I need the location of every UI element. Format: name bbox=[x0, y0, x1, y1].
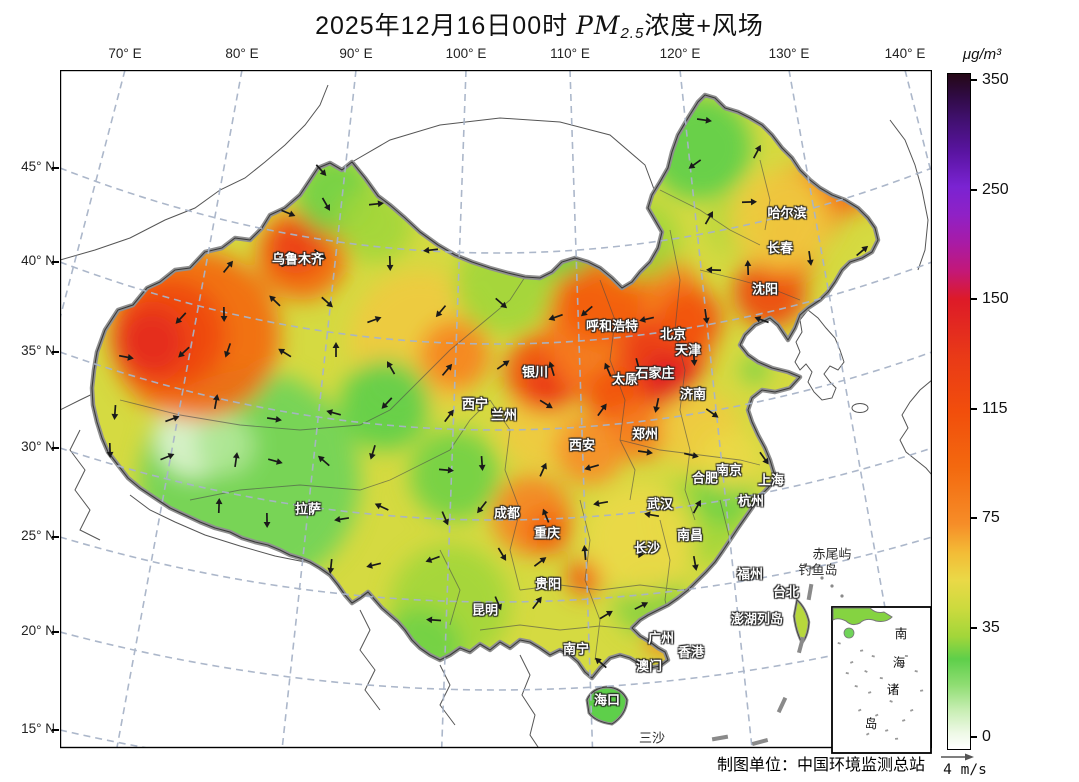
wind-legend-arrow-icon bbox=[941, 753, 974, 761]
lat-tick-label: 30° N bbox=[21, 439, 55, 454]
colorbar-tick-label: 35 bbox=[982, 618, 1000, 636]
lat-tick-label: 45° N bbox=[21, 159, 55, 174]
colorbar-tickmark bbox=[970, 407, 977, 410]
map-source-caption: 制图单位：中国环境监测总站 bbox=[716, 757, 925, 774]
lat-tick-label: 35° N bbox=[21, 343, 55, 358]
colorbar-tickmark bbox=[970, 626, 977, 629]
colorbar-tickmark bbox=[970, 517, 977, 519]
sea-dash-marks bbox=[711, 563, 844, 747]
lat-tickmark bbox=[52, 729, 59, 731]
wind-arrows bbox=[106, 116, 869, 669]
wind-legend-speed: 4 m/s bbox=[943, 762, 987, 778]
page-title: 2025年12月16日00时 PM2.5浓度+风场 bbox=[0, 6, 1079, 42]
lon-tick-label: 80° E bbox=[225, 46, 259, 61]
lat-tickmark bbox=[52, 167, 59, 169]
lon-tick-label: 120° E bbox=[659, 46, 701, 61]
lon-tick-label: 140° E bbox=[884, 46, 926, 61]
lon-tick-label: 90° E bbox=[339, 46, 373, 61]
inset-label-char: 南 bbox=[895, 626, 908, 641]
map-frame-border bbox=[59, 69, 933, 749]
colorbar-tickmark bbox=[970, 188, 977, 191]
colorbar-tickmark bbox=[970, 298, 977, 300]
lat-tick-label: 15° N bbox=[21, 721, 55, 736]
lon-tick-label: 70° E bbox=[108, 46, 142, 61]
colorbar-tick-label: 0 bbox=[982, 728, 991, 745]
lat-tickmark bbox=[52, 351, 59, 353]
lon-tick-label: 130° E bbox=[768, 46, 810, 61]
title-pollutant-subscript: 2.5 bbox=[620, 25, 645, 42]
colorbar-tickmark bbox=[970, 79, 977, 81]
lat-tick-label: 40° N bbox=[21, 253, 55, 268]
colorbar-tick-label: 250 bbox=[982, 180, 1009, 198]
lat-tickmark bbox=[52, 447, 59, 449]
colorbar-tick-label: 75 bbox=[982, 509, 1000, 526]
lon-tick-label: 110° E bbox=[550, 46, 590, 61]
colorbar-tickmark bbox=[970, 736, 977, 738]
colorbar-tick-label: 115 bbox=[982, 399, 1008, 417]
lat-tick-label: 20° N bbox=[21, 623, 55, 638]
title-pollutant: PM bbox=[576, 11, 621, 40]
map-clip-group bbox=[61, 71, 931, 747]
map-canvas: 南海诸岛 bbox=[59, 69, 933, 760]
lat-tickmark bbox=[52, 536, 59, 538]
inset-label-char: 岛 bbox=[865, 716, 878, 731]
china-landmass bbox=[89, 92, 881, 681]
colorbar-tick-label: 350 bbox=[982, 71, 1009, 88]
title-date: 2025年12月16日00时 bbox=[315, 12, 577, 40]
lat-tickmark bbox=[52, 261, 59, 263]
inset-label-char: 海 bbox=[893, 655, 906, 670]
graticule bbox=[61, 71, 931, 747]
colorbar-tick-label: 150 bbox=[982, 290, 1009, 307]
title-suffix: 浓度+风场 bbox=[644, 12, 764, 40]
lat-tickmark bbox=[52, 631, 59, 633]
lon-tick-label: 100° E bbox=[445, 46, 487, 61]
lat-tick-label: 25° N bbox=[21, 528, 55, 543]
colorbar-unit-label: μg/m³ bbox=[962, 46, 1002, 63]
inset-label-char: 诸 bbox=[887, 683, 900, 697]
colorbar bbox=[947, 73, 971, 750]
